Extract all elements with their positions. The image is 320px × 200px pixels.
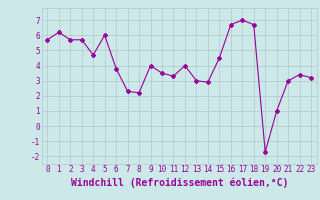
X-axis label: Windchill (Refroidissement éolien,°C): Windchill (Refroidissement éolien,°C) [70,177,288,188]
